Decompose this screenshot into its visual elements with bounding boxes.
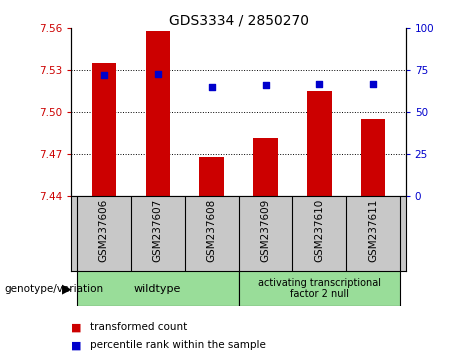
- Bar: [307, 91, 331, 196]
- Point: [154, 71, 161, 76]
- Text: transformed count: transformed count: [90, 322, 187, 332]
- Point: [262, 83, 269, 88]
- Text: GSM237606: GSM237606: [99, 199, 109, 262]
- Title: GDS3334 / 2850270: GDS3334 / 2850270: [169, 13, 308, 27]
- Bar: [239, 271, 400, 306]
- Point: [370, 81, 377, 87]
- Bar: [361, 119, 385, 196]
- Text: activating transcriptional
factor 2 null: activating transcriptional factor 2 null: [258, 278, 381, 299]
- Text: percentile rank within the sample: percentile rank within the sample: [90, 340, 266, 350]
- Text: wildtype: wildtype: [134, 284, 181, 293]
- Text: GSM237610: GSM237610: [314, 199, 325, 262]
- Text: ▶: ▶: [62, 282, 72, 295]
- Bar: [92, 63, 116, 196]
- Text: ■: ■: [71, 340, 82, 350]
- Point: [100, 73, 107, 78]
- Text: GSM237609: GSM237609: [260, 199, 271, 262]
- Bar: [146, 31, 170, 196]
- Point: [208, 84, 215, 90]
- Text: GSM237608: GSM237608: [207, 199, 217, 262]
- Bar: [200, 157, 224, 196]
- Text: ■: ■: [71, 322, 82, 332]
- Bar: [254, 138, 278, 196]
- Point: [316, 81, 323, 87]
- Text: genotype/variation: genotype/variation: [5, 284, 104, 293]
- Bar: [77, 271, 239, 306]
- Text: GSM237611: GSM237611: [368, 199, 378, 262]
- Text: GSM237607: GSM237607: [153, 199, 163, 262]
